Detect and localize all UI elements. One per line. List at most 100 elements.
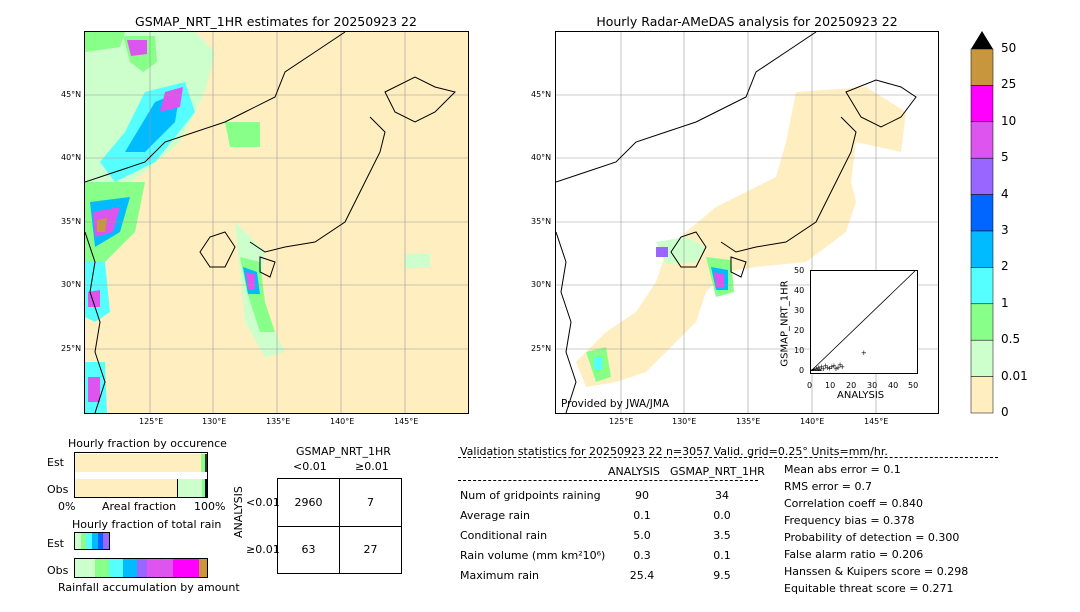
colorbar-label-1: 25 <box>1001 77 1017 92</box>
score-1: RMS error = 0.7 <box>784 480 872 493</box>
score-7: Equitable threat score = 0.271 <box>784 582 954 595</box>
right-lon-130: 130°E <box>672 417 697 426</box>
scatter-point-13: + <box>829 363 835 371</box>
right-lat-35: 35°N <box>531 217 552 226</box>
scatter-point-21: + <box>811 368 816 371</box>
occurence-est-bar-dry <box>75 454 202 472</box>
scatter-point-0: + <box>811 367 815 371</box>
right-lon-135: 135°E <box>736 417 761 426</box>
colorbar-segment-4 <box>970 194 994 232</box>
contingency-cell-c: 63 <box>301 543 316 556</box>
colorbar-extend-arrow <box>971 31 993 49</box>
colorbar-label-9: 0.01 <box>1001 368 1028 383</box>
stat-g-4: 9.5 <box>713 569 731 582</box>
occurence-obs-bar-light <box>178 479 202 497</box>
totalrain-frame <box>74 532 208 578</box>
stat-a-1: 0.1 <box>633 509 651 522</box>
score-0: Mean abs error = 0.1 <box>784 463 901 476</box>
left-lat-25: 25°N <box>61 344 82 353</box>
scatter-point-1: + <box>811 367 816 371</box>
left-lon-135: 135°E <box>266 417 291 426</box>
stat-a-3: 0.3 <box>633 549 651 562</box>
colorbar-label-2: 10 <box>1001 113 1017 128</box>
occurence-x-0: 0% <box>58 500 76 513</box>
scatter-point-5: + <box>814 366 820 371</box>
left-map-canvas <box>85 32 468 413</box>
inset-scatter-plot: +++++++++++++++++++++++++ <box>811 271 915 371</box>
inset-ytick-0: 0 <box>799 366 805 375</box>
contingency-col-ge: ≥0.01 <box>355 460 389 473</box>
occurence-title: Hourly fraction by occurence <box>68 437 227 450</box>
colorbar-label-0: 50 <box>1001 41 1017 55</box>
occurence-obs-bar-dry <box>75 479 178 497</box>
colorbar-segment-7 <box>970 303 994 341</box>
contingency-col-header: GSMAP_NRT_1HR <box>296 445 391 458</box>
stat-label-4: Maximum rain <box>460 569 539 582</box>
scatter-point-10: + <box>823 362 829 370</box>
totalrain-est-label: Est <box>47 537 64 550</box>
left-lat-45: 45°N <box>61 90 82 99</box>
scatter-point-19: + <box>861 349 867 357</box>
left-lon-130: 130°E <box>202 417 227 426</box>
right-map: +++++++++++++++++++++++++ Provided by JW… <box>555 31 939 414</box>
colorbar-label-4: 4 <box>1001 186 1009 201</box>
inset-ytick-40: 40 <box>794 286 805 295</box>
colorbar <box>970 31 994 414</box>
left-lat-40: 40°N <box>61 153 82 162</box>
scatter-point-11: + <box>825 364 831 371</box>
scatter-point-16: + <box>835 364 841 371</box>
inset-xtick-40: 40 <box>888 381 899 390</box>
validation-header: Validation statistics for 20250923 22 n=… <box>460 445 888 458</box>
inset-scatter-frame: +++++++++++++++++++++++++ <box>810 270 918 374</box>
inset-ytick-30: 30 <box>794 306 805 315</box>
contingency-cell-d: 27 <box>363 543 378 556</box>
colorbar-label-7: 1 <box>1001 295 1009 310</box>
scatter-point-7: + <box>816 366 822 371</box>
scatter-point-20: + <box>811 368 814 371</box>
scatter-point-2: + <box>811 366 817 371</box>
scatter-point-6: + <box>815 364 821 371</box>
right-lat-45: 45°N <box>531 90 552 99</box>
left-lat-35: 35°N <box>61 217 82 226</box>
scatter-diagonal <box>811 271 915 371</box>
stat-g-3: 0.1 <box>713 549 731 562</box>
occurence-frame <box>74 452 208 498</box>
colorbar-segment-5 <box>970 230 994 268</box>
contingency-cell-a: 2960 <box>294 496 323 509</box>
occurence-x-100: 100% <box>194 500 226 513</box>
scatter-point-15: + <box>833 365 839 371</box>
right-map-title: Hourly Radar-AMeDAS analysis for 2025092… <box>596 14 898 29</box>
totalrain-title: Hourly fraction of total rain <box>72 518 222 531</box>
totalrain-obs-bar <box>74 558 208 578</box>
stat-g-0: 34 <box>715 489 729 502</box>
occurence-obs-bar-heavy <box>205 479 207 497</box>
left-lon-125: 125°E <box>139 417 164 426</box>
stat-label-2: Conditional rain <box>460 529 548 542</box>
inset-xtick-0: 0 <box>807 381 813 390</box>
inset-ytick-10: 10 <box>794 346 805 355</box>
occurence-obs-label: Obs <box>47 483 69 496</box>
colorbar-segment-9 <box>970 376 994 414</box>
colorbar-label-5: 3 <box>1001 223 1009 237</box>
scatter-point-22: + <box>811 367 817 371</box>
validation-table-rule <box>458 480 758 481</box>
inset-ytick-20: 20 <box>794 326 805 335</box>
totalrain-obs-label: Obs <box>47 564 69 577</box>
right-lat-40: 40°N <box>531 153 552 162</box>
radar-credit: Provided by JWA/JMA <box>561 398 670 410</box>
contingency-table: 2960 7 63 27 <box>277 478 402 574</box>
score-3: Frequency bias = 0.378 <box>784 514 915 527</box>
scatter-point-8: + <box>818 363 824 371</box>
scatter-point-14: + <box>831 362 837 370</box>
right-lon-140: 140°E <box>800 417 825 426</box>
contingency-row-header: ANALYSIS <box>232 486 245 538</box>
colorbar-segment-6 <box>970 267 994 305</box>
colorbar-label-10: 0 <box>1001 405 1009 419</box>
right-lon-145: 145°E <box>864 417 889 426</box>
right-lat-30: 30°N <box>531 280 552 289</box>
colorbar-segment-2 <box>970 121 994 159</box>
contingency-row-ge: ≥0.01 <box>246 543 280 556</box>
stat-a-4: 25.4 <box>629 569 655 582</box>
stat-label-1: Average rain <box>460 509 530 522</box>
score-4: Probability of detection = 0.300 <box>784 531 960 544</box>
